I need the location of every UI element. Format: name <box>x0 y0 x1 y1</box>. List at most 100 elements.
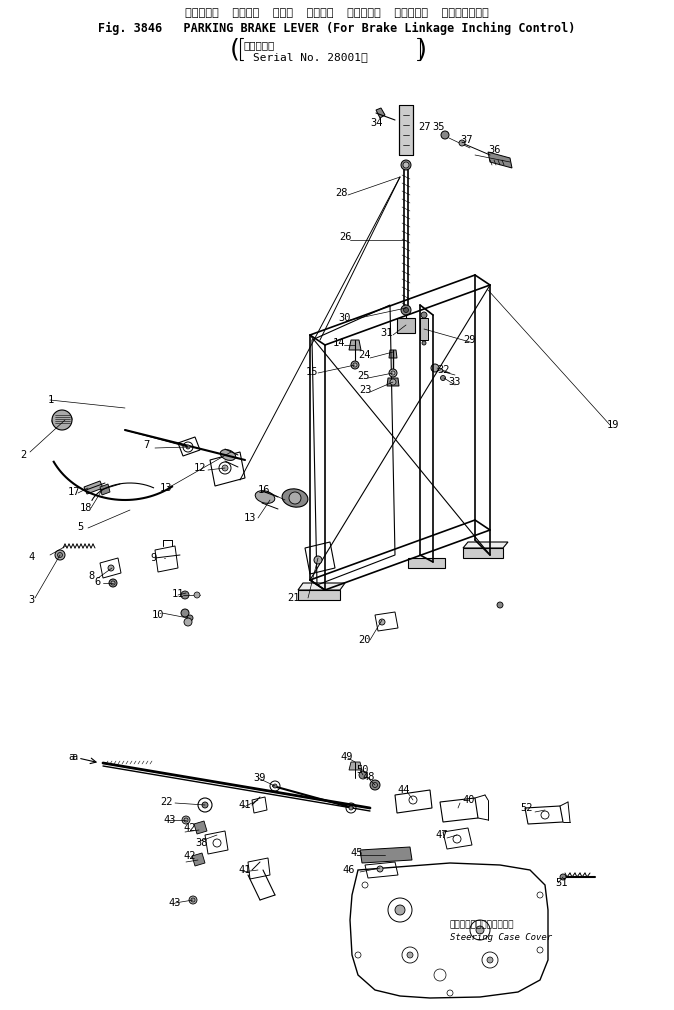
Text: 8: 8 <box>88 571 94 581</box>
Text: 24: 24 <box>358 350 371 360</box>
Circle shape <box>314 556 322 564</box>
Circle shape <box>404 307 408 312</box>
Text: 22: 22 <box>160 797 173 807</box>
Text: 47: 47 <box>435 830 448 840</box>
Text: ステアリングケースカバー: ステアリングケースカバー <box>450 920 514 929</box>
Text: 46: 46 <box>342 865 355 875</box>
Text: 41: 41 <box>238 865 251 875</box>
Text: 2: 2 <box>20 450 26 460</box>
Polygon shape <box>463 542 508 548</box>
Text: 7: 7 <box>143 440 149 450</box>
Text: 34: 34 <box>370 118 383 128</box>
Polygon shape <box>397 318 415 333</box>
Text: 32: 32 <box>437 365 450 375</box>
Circle shape <box>377 866 383 872</box>
Circle shape <box>222 465 228 471</box>
Text: 19: 19 <box>607 420 619 430</box>
Ellipse shape <box>282 489 308 507</box>
Text: Serial No. 28001～: Serial No. 28001～ <box>253 52 368 62</box>
Circle shape <box>194 592 200 598</box>
Circle shape <box>431 364 439 372</box>
Text: 17: 17 <box>68 487 80 497</box>
Circle shape <box>182 816 190 824</box>
Circle shape <box>108 565 114 571</box>
Text: (: ( <box>226 37 241 61</box>
Text: 15: 15 <box>306 367 319 377</box>
Circle shape <box>353 363 357 367</box>
Polygon shape <box>84 481 103 494</box>
Text: 40: 40 <box>462 795 474 805</box>
Text: 12: 12 <box>194 463 206 473</box>
Text: 5: 5 <box>77 522 84 532</box>
Circle shape <box>441 131 449 139</box>
Ellipse shape <box>220 449 236 461</box>
Circle shape <box>401 305 411 315</box>
Circle shape <box>181 591 189 599</box>
Circle shape <box>390 379 396 385</box>
Text: 11: 11 <box>172 589 185 599</box>
Circle shape <box>391 371 395 375</box>
Polygon shape <box>194 821 207 834</box>
Polygon shape <box>100 484 110 495</box>
Text: 10: 10 <box>152 610 164 620</box>
Text: 48: 48 <box>362 772 375 782</box>
Ellipse shape <box>255 491 275 503</box>
Text: 36: 36 <box>488 145 501 155</box>
Polygon shape <box>192 853 205 866</box>
Polygon shape <box>408 558 445 568</box>
Circle shape <box>395 905 405 915</box>
Polygon shape <box>420 318 428 340</box>
Circle shape <box>403 162 409 168</box>
Text: 14: 14 <box>333 338 346 348</box>
Text: 42: 42 <box>183 823 195 833</box>
Circle shape <box>273 784 277 788</box>
Text: 27: 27 <box>418 122 431 132</box>
Text: 31: 31 <box>380 328 392 338</box>
Text: 50: 50 <box>356 765 369 775</box>
Text: 18: 18 <box>80 503 92 513</box>
Text: 43: 43 <box>168 898 181 908</box>
Circle shape <box>351 361 359 369</box>
Circle shape <box>52 410 72 430</box>
Text: 49: 49 <box>340 752 353 762</box>
Text: a: a <box>68 752 74 762</box>
Text: 39: 39 <box>253 773 266 783</box>
Circle shape <box>421 312 427 318</box>
Text: 28: 28 <box>335 188 348 198</box>
Circle shape <box>187 615 193 621</box>
Text: 25: 25 <box>357 371 369 381</box>
Text: Fig. 3846   PARKING BRAKE LEVER (For Brake Linkage Inching Control): Fig. 3846 PARKING BRAKE LEVER (For Brake… <box>98 22 576 35</box>
Text: 23: 23 <box>359 385 371 395</box>
Text: 3: 3 <box>28 595 34 605</box>
Text: 29: 29 <box>463 335 475 345</box>
Circle shape <box>55 550 65 560</box>
Circle shape <box>186 445 190 449</box>
Circle shape <box>289 492 301 504</box>
Circle shape <box>476 926 484 934</box>
Circle shape <box>422 341 426 345</box>
Text: ): ) <box>415 37 429 61</box>
Text: 42: 42 <box>183 851 195 861</box>
Text: 13: 13 <box>244 513 257 523</box>
Circle shape <box>459 140 465 146</box>
Text: 41: 41 <box>238 800 251 810</box>
Polygon shape <box>349 762 362 770</box>
Circle shape <box>407 952 413 958</box>
Circle shape <box>389 369 397 377</box>
Text: 44: 44 <box>397 785 410 795</box>
Text: 30: 30 <box>338 313 350 323</box>
Text: Steering Case Cover: Steering Case Cover <box>450 932 552 941</box>
Circle shape <box>370 780 380 790</box>
Circle shape <box>379 619 385 625</box>
Circle shape <box>202 802 208 808</box>
Circle shape <box>109 579 117 587</box>
Text: 20: 20 <box>358 635 371 645</box>
Circle shape <box>349 806 353 810</box>
Text: 6: 6 <box>94 577 100 587</box>
Circle shape <box>560 874 566 880</box>
Text: パーキング  ブレーキ  レバー  ブレーキ  リンケージ  インチング  コントロール用: パーキング ブレーキ レバー ブレーキ リンケージ インチング コントロール用 <box>185 8 489 18</box>
Text: 21: 21 <box>287 593 299 603</box>
Polygon shape <box>360 847 412 863</box>
Text: a: a <box>71 752 78 762</box>
Polygon shape <box>488 152 512 168</box>
